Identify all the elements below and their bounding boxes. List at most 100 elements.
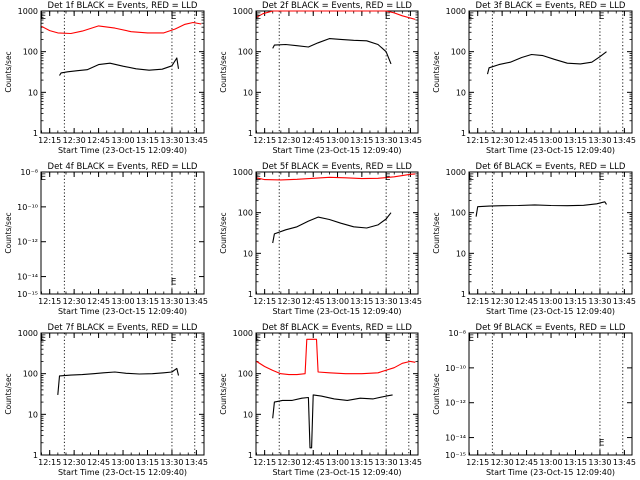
x-tick-label: 12:15 <box>253 136 276 145</box>
x-tick-label: 13:00 <box>326 458 349 467</box>
y-tick-label: 1000 <box>446 7 466 16</box>
event-marker: E <box>171 334 177 344</box>
x-tick-label: 13:30 <box>160 458 183 467</box>
x-tick-label: 12:30 <box>491 297 514 306</box>
x-tick-label: 12:15 <box>466 458 489 467</box>
x-tick-label: 13:30 <box>375 458 398 467</box>
x-tick-label: 13:00 <box>112 297 135 306</box>
event-marker: E <box>385 12 391 22</box>
x-tick-label: 13:30 <box>588 458 611 467</box>
event-marker: E <box>40 12 46 22</box>
chart-panel-3: Det 3f BLACK = Events, RED = LLD 1 10 100 10… <box>432 1 636 155</box>
lld-series-line <box>41 21 202 35</box>
chart-title: Det 3f BLACK = Events, RED = LLD <box>476 1 626 11</box>
event-marker: E <box>255 173 261 183</box>
y-tick-label: 100 <box>238 370 253 379</box>
y-tick-label: 100 <box>238 48 253 57</box>
plot-frame <box>255 10 419 134</box>
x-tick-label: 12:15 <box>38 297 61 306</box>
y-tick-label: 10⁻¹⁴ <box>445 434 466 443</box>
y-tick-label: 10 <box>243 88 253 97</box>
y-axis-label: Counts/sec <box>432 212 441 253</box>
event-marker: E <box>40 173 46 183</box>
event-marker: E <box>255 12 261 22</box>
y-tick-label: 1 <box>461 129 466 138</box>
event-marker: E <box>40 334 46 344</box>
y-tick-label: 10⁻¹⁴ <box>17 273 38 282</box>
y-tick-label: 10 <box>456 88 466 97</box>
y-tick-label: 100 <box>23 370 38 379</box>
y-tick-label: 10 <box>243 249 253 258</box>
event-marker: E <box>599 173 605 183</box>
chart-panel-8: Det 8f BLACK = Events, RED = LLD 1 10 100 10… <box>219 323 422 477</box>
events-series-line <box>272 212 392 244</box>
x-tick-label: 12:15 <box>38 458 61 467</box>
y-tick-label: 100 <box>23 48 38 57</box>
plot-frame <box>468 332 633 456</box>
x-tick-label: 13:45 <box>185 297 208 306</box>
x-tick-label: 12:45 <box>87 297 110 306</box>
x-tick-label: 12:30 <box>277 136 300 145</box>
chart-panel-9: Det 9f BLACK = Events, RED = LLD 10⁻¹⁵ 10⁻… <box>432 323 636 477</box>
chart-panel-4: Det 4f BLACK = Events, RED = LLD 10⁻¹⁵ 10⁻… <box>4 162 208 316</box>
x-tick-label: 13:30 <box>375 297 398 306</box>
chart-panel-6: Det 6f BLACK = Events, RED = LLD 1 10 100 10… <box>432 162 636 316</box>
x-tick-label: 13:15 <box>564 458 587 467</box>
plot-frame <box>40 10 205 134</box>
x-tick-label: 13:00 <box>112 458 135 467</box>
x-tick-label: 13:00 <box>540 458 563 467</box>
x-tick-label: 13:45 <box>613 297 636 306</box>
y-tick-label: 100 <box>238 209 253 218</box>
x-tick-label: 12:30 <box>63 136 86 145</box>
x-tick-label: 13:15 <box>350 297 373 306</box>
x-tick-label: 12:30 <box>277 458 300 467</box>
x-tick-label: 12:30 <box>63 297 86 306</box>
y-tick-label: 10⁻¹⁵ <box>17 290 38 299</box>
x-tick-label: 13:45 <box>399 136 422 145</box>
y-tick-label: 1 <box>33 129 38 138</box>
events-series-line <box>475 201 607 217</box>
x-tick-label: 12:45 <box>515 297 538 306</box>
x-tick-label: 12:30 <box>491 458 514 467</box>
y-axis-label: Counts/sec <box>219 373 228 414</box>
y-tick-label: 1000 <box>18 329 38 338</box>
y-tick-label: 1000 <box>233 168 253 177</box>
x-tick-label: 13:15 <box>136 136 159 145</box>
event-marker: E <box>468 334 474 344</box>
x-axis-label: Start Time (23-Oct-15 12:09:40) <box>58 307 187 316</box>
x-tick-label: 13:00 <box>540 136 563 145</box>
x-axis-label: Start Time (23-Oct-15 12:09:40) <box>58 468 187 477</box>
y-tick-label: 10 <box>243 410 253 419</box>
x-tick-label: 12:45 <box>515 458 538 467</box>
x-tick-label: 12:30 <box>491 136 514 145</box>
x-tick-label: 13:30 <box>588 297 611 306</box>
event-marker: E <box>599 12 605 22</box>
x-tick-label: 13:45 <box>399 458 422 467</box>
x-tick-label: 13:45 <box>399 297 422 306</box>
y-tick-label: 1000 <box>446 168 466 177</box>
chart-title: Det 4f BLACK = Events, RED = LLD <box>48 162 198 172</box>
y-axis-label: Counts/sec <box>432 51 441 92</box>
x-axis-label: Start Time (23-Oct-15 12:09:40) <box>486 307 615 316</box>
events-series-line <box>486 51 607 75</box>
plot-frame <box>468 10 633 134</box>
plot-frame <box>255 171 419 295</box>
x-axis-label: Start Time (23-Oct-15 12:09:40) <box>272 146 401 155</box>
y-axis-label: Counts/sec <box>4 51 13 92</box>
event-marker: E <box>171 278 177 288</box>
event-marker: E <box>468 173 474 183</box>
event-marker: E <box>255 334 261 344</box>
x-tick-label: 13:00 <box>326 297 349 306</box>
x-tick-label: 13:30 <box>588 136 611 145</box>
y-tick-label: 10⁻⁸ <box>448 329 466 338</box>
events-series-line <box>272 38 392 65</box>
chart-title: Det 7f BLACK = Events, RED = LLD <box>48 323 198 333</box>
x-tick-label: 13:15 <box>350 136 373 145</box>
plot-frame <box>40 171 205 295</box>
lld-series-line <box>256 10 416 20</box>
event-marker: E <box>468 12 474 22</box>
y-tick-label: 1 <box>248 451 253 460</box>
lld-series-line <box>256 173 416 181</box>
y-tick-label: 10⁻¹⁵ <box>445 451 466 460</box>
x-tick-label: 13:00 <box>540 297 563 306</box>
